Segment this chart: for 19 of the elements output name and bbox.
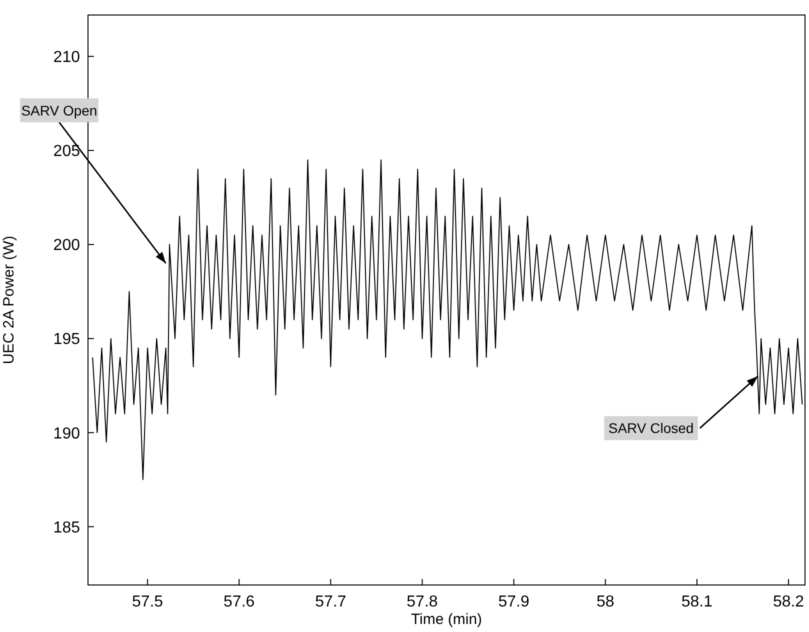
y-tick-label: 190 <box>53 425 80 442</box>
x-axis-title: Time (min) <box>410 611 482 628</box>
x-tick-label: 57.7 <box>315 593 346 610</box>
line-series <box>92 159 803 480</box>
y-axis-title: UEC 2A Power (W) <box>0 236 18 364</box>
x-tick-label: 57.6 <box>224 593 255 610</box>
x-tick-label: 57.5 <box>132 593 164 610</box>
y-tick-label: 205 <box>53 143 80 160</box>
annotation: SARV Closed <box>608 420 694 436</box>
annotation: SARV Open <box>21 102 98 118</box>
x-tick-label: 57.8 <box>406 593 438 610</box>
y-tick-label: 195 <box>53 331 80 348</box>
x-tick-label: 58.1 <box>681 593 713 610</box>
x-tick-label: 58 <box>596 593 614 610</box>
x-tick-label: 58.2 <box>772 593 804 610</box>
y-tick-label: 200 <box>53 237 80 254</box>
y-tick-label: 185 <box>53 519 80 536</box>
y-tick-label: 210 <box>53 49 80 66</box>
x-tick-label: 57.9 <box>498 593 530 610</box>
